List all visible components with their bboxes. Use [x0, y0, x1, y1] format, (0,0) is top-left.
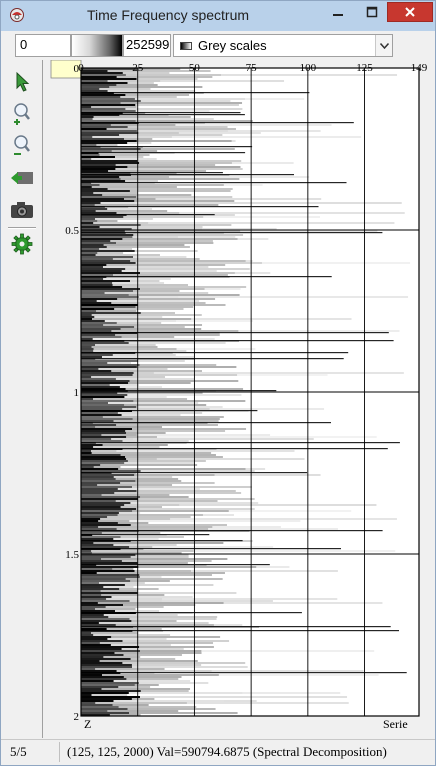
zoom-out-icon [14, 135, 30, 155]
window-title: Time Frequency spectrum [86, 7, 250, 23]
zoom-out-button[interactable] [8, 133, 36, 159]
plot-frame [80, 67, 420, 717]
view-all-button[interactable] [8, 165, 36, 191]
snapshot-button[interactable] [8, 197, 36, 223]
dropdown-arrow[interactable] [375, 35, 392, 56]
zoom-in-icon [14, 103, 30, 125]
y-tick-label: 0.5 [65, 225, 79, 237]
app-icon [10, 8, 24, 22]
x-tick-label: 125 [356, 62, 373, 74]
series-axis-label: Serie [383, 717, 408, 731]
color-scale-bar: 0 252599 Grey scales [6, 32, 434, 60]
pointer-tool-button[interactable] [8, 69, 36, 95]
settings-button[interactable] [8, 231, 36, 257]
maximize-icon [366, 6, 378, 18]
zoom-in-button[interactable] [8, 101, 36, 127]
grey-scale-swatch-icon [180, 42, 192, 50]
close-icon [405, 7, 415, 17]
max-value-field[interactable]: 252599 [123, 34, 171, 57]
view-all-icon [11, 172, 33, 184]
chevron-down-icon [379, 42, 389, 49]
pointer-icon [16, 71, 30, 92]
y-tick-label: 1 [74, 387, 80, 399]
spectrum-plot[interactable]: 0 25 50 75 100 125 149 0 0.5 1 1.5 2 Z Serie [43, 60, 435, 738]
y-axis-ticks: 0 0.5 1 1.5 2 [65, 63, 79, 723]
maximize-button[interactable] [357, 2, 387, 22]
tools-toolbar [4, 63, 40, 737]
minimize-icon [333, 14, 343, 16]
min-value-field[interactable]: 0 [15, 34, 71, 57]
color-scale-select[interactable]: Grey scales [173, 34, 393, 57]
x-tick-label: 25 [132, 62, 144, 74]
x-axis-ticks: 0 25 50 75 100 125 149 [78, 62, 428, 74]
settings-icon [11, 233, 33, 255]
colorbar-gradient[interactable] [71, 34, 123, 57]
toolbar-separator [8, 227, 36, 229]
spectrum-image [81, 68, 411, 716]
x-tick-label: 50 [189, 62, 201, 74]
page-indicator: 5/5 [10, 744, 27, 759]
minimize-button[interactable] [323, 2, 353, 22]
x-tick-label: 149 [411, 62, 428, 74]
z-axis-label: Z [84, 717, 91, 731]
cursor-readout: (125, 125, 2000) Val=590794.6875 (Spectr… [67, 744, 387, 759]
color-scale-label: Grey scales [198, 38, 267, 53]
y-tick-label: 0 [74, 63, 80, 75]
title-bar[interactable]: Time Frequency spectrum [1, 1, 435, 31]
y-tick-label: 1.5 [65, 549, 79, 561]
x-tick-label: 100 [300, 62, 317, 74]
camera-icon [11, 202, 33, 218]
y-tick-label: 2 [74, 711, 80, 723]
x-tick-label: 75 [246, 62, 257, 74]
status-divider [59, 742, 60, 762]
status-bar: 5/5 (125, 125, 2000) Val=590794.6875 (Sp… [1, 739, 435, 765]
spectrum-plot-panel[interactable]: 0 25 50 75 100 125 149 0 0.5 1 1.5 2 Z Serie [42, 60, 434, 738]
x-tick-label: 0 [78, 62, 84, 74]
close-button[interactable] [387, 2, 433, 22]
